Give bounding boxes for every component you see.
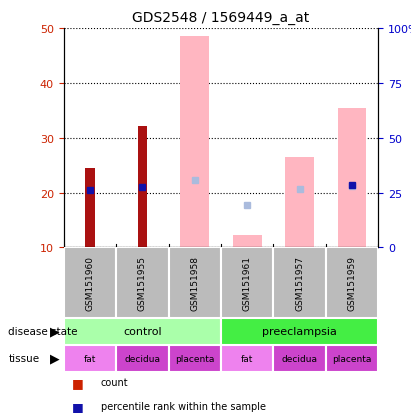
Text: tissue: tissue — [8, 353, 39, 363]
Text: control: control — [123, 326, 162, 337]
Bar — [221, 248, 273, 318]
Text: GSM151958: GSM151958 — [190, 256, 199, 310]
Bar — [326, 345, 378, 372]
Text: GSM151955: GSM151955 — [138, 256, 147, 310]
Text: ■: ■ — [72, 400, 84, 413]
Bar — [285, 157, 314, 248]
Text: GSM151957: GSM151957 — [295, 256, 304, 310]
Bar — [273, 248, 326, 318]
Text: preeclampsia: preeclampsia — [262, 326, 337, 337]
Text: percentile rank within the sample: percentile rank within the sample — [101, 401, 266, 411]
Bar — [273, 345, 326, 372]
Bar — [221, 345, 273, 372]
Title: GDS2548 / 1569449_a_at: GDS2548 / 1569449_a_at — [132, 11, 309, 25]
Text: decidua: decidua — [282, 354, 318, 363]
Text: ▶: ▶ — [50, 325, 60, 338]
Bar — [169, 345, 221, 372]
Bar — [85, 169, 95, 248]
Bar — [64, 345, 116, 372]
Bar — [337, 108, 366, 248]
Text: disease state: disease state — [8, 326, 78, 337]
Bar — [169, 248, 221, 318]
Text: GSM151961: GSM151961 — [242, 256, 252, 310]
Bar — [180, 37, 209, 248]
Text: count: count — [101, 377, 128, 387]
Bar — [233, 236, 261, 248]
Text: fat: fat — [84, 354, 96, 363]
Bar — [116, 248, 169, 318]
Bar — [64, 318, 221, 345]
Bar — [116, 345, 169, 372]
Text: placenta: placenta — [175, 354, 215, 363]
Text: fat: fat — [241, 354, 253, 363]
Text: decidua: decidua — [124, 354, 160, 363]
Text: GSM151960: GSM151960 — [85, 256, 95, 310]
Text: ▶: ▶ — [50, 352, 60, 365]
Bar — [221, 318, 378, 345]
Text: placenta: placenta — [332, 354, 372, 363]
Text: ■: ■ — [72, 376, 84, 389]
Text: GSM151959: GSM151959 — [347, 256, 356, 310]
Bar — [138, 126, 147, 248]
Bar — [64, 248, 116, 318]
Bar — [326, 248, 378, 318]
